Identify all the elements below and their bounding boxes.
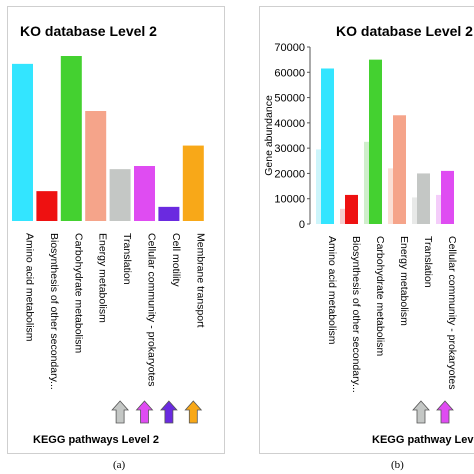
bar-secondary — [316, 149, 323, 224]
bar-secondary — [412, 197, 419, 224]
x-tick-label: Amino acid metabolism — [24, 233, 36, 342]
y-tick-label: 40000 — [274, 118, 305, 130]
figure-caption-b: (b) — [391, 459, 404, 471]
chart-panel-a: KO database Level 2 Amino acid metabolis… — [7, 6, 225, 454]
up-arrow-icon — [412, 400, 430, 424]
y-tick-label: 0 — [299, 219, 305, 231]
x-tick-label: Translation — [422, 236, 434, 288]
bar — [85, 111, 107, 221]
bar — [109, 169, 131, 221]
y-tick-label: 20000 — [274, 168, 305, 180]
bar — [60, 56, 82, 221]
up-arrow-icon — [160, 400, 178, 424]
bar — [321, 68, 334, 224]
bar — [369, 59, 382, 225]
x-tick-label: Carbohydrate metabolism — [374, 236, 386, 356]
bar — [345, 194, 358, 224]
bar — [417, 173, 430, 224]
x-tick-label: Carbohydrate metabolism — [72, 233, 84, 353]
x-tick-label: Cell motility — [170, 233, 182, 287]
x-tick-label: Membrane transport — [194, 233, 206, 328]
x-tick-label: Translation — [121, 233, 133, 285]
x-tick-label: Amino acid metabolism — [326, 236, 338, 345]
x-tick-label: Biosynthesis of other secondary... — [48, 233, 60, 390]
bar-secondary — [388, 168, 395, 224]
chart-title: KO database Level 2 — [20, 23, 157, 39]
bar-secondary — [340, 208, 347, 224]
bar — [134, 166, 155, 221]
chart-title: KO database Level 2 — [336, 23, 473, 39]
bar — [182, 145, 204, 221]
bar — [441, 170, 454, 224]
x-axis-title: KEGG pathway Level 2 — [372, 434, 474, 446]
bar-chart-a: Amino acid metabolism Biosynthesis of oth… — [12, 56, 206, 424]
x-tick-label: Energy metabolism — [97, 233, 109, 323]
bar — [393, 115, 406, 224]
up-arrow-icon — [436, 400, 454, 424]
up-arrow-icon — [111, 400, 129, 424]
up-arrow-icon — [135, 400, 154, 424]
up-arrow-icon — [184, 400, 203, 424]
bar — [36, 191, 58, 221]
bar — [12, 63, 33, 221]
figure-caption-a: (a) — [113, 459, 126, 471]
bar-secondary — [436, 194, 443, 224]
bar-secondary — [364, 141, 371, 224]
chart-panel-b: KO database Level 2 0 10000 20000 30000 4000… — [259, 6, 474, 454]
x-tick-label: Cellular community - prokaryotes — [146, 233, 158, 386]
bar-chart-b: 0 10000 20000 30000 40000 50000 60000 70000 Gene… — [263, 42, 458, 424]
y-tick-label: 50000 — [274, 93, 305, 105]
y-tick-label: 10000 — [274, 194, 305, 206]
y-tick-label: 30000 — [274, 143, 305, 155]
y-axis-title: Gene abundance — [263, 95, 275, 176]
x-tick-label: Cellular community - prokaryotes — [446, 236, 458, 389]
x-tick-label: Energy metabolism — [398, 236, 410, 326]
x-tick-label: Biosynthesis of other secondary... — [350, 236, 362, 393]
y-tick-label: 60000 — [274, 67, 305, 79]
x-axis-title: KEGG pathways Level 2 — [33, 434, 159, 446]
y-tick-label: 70000 — [274, 42, 305, 54]
bar — [158, 206, 180, 221]
